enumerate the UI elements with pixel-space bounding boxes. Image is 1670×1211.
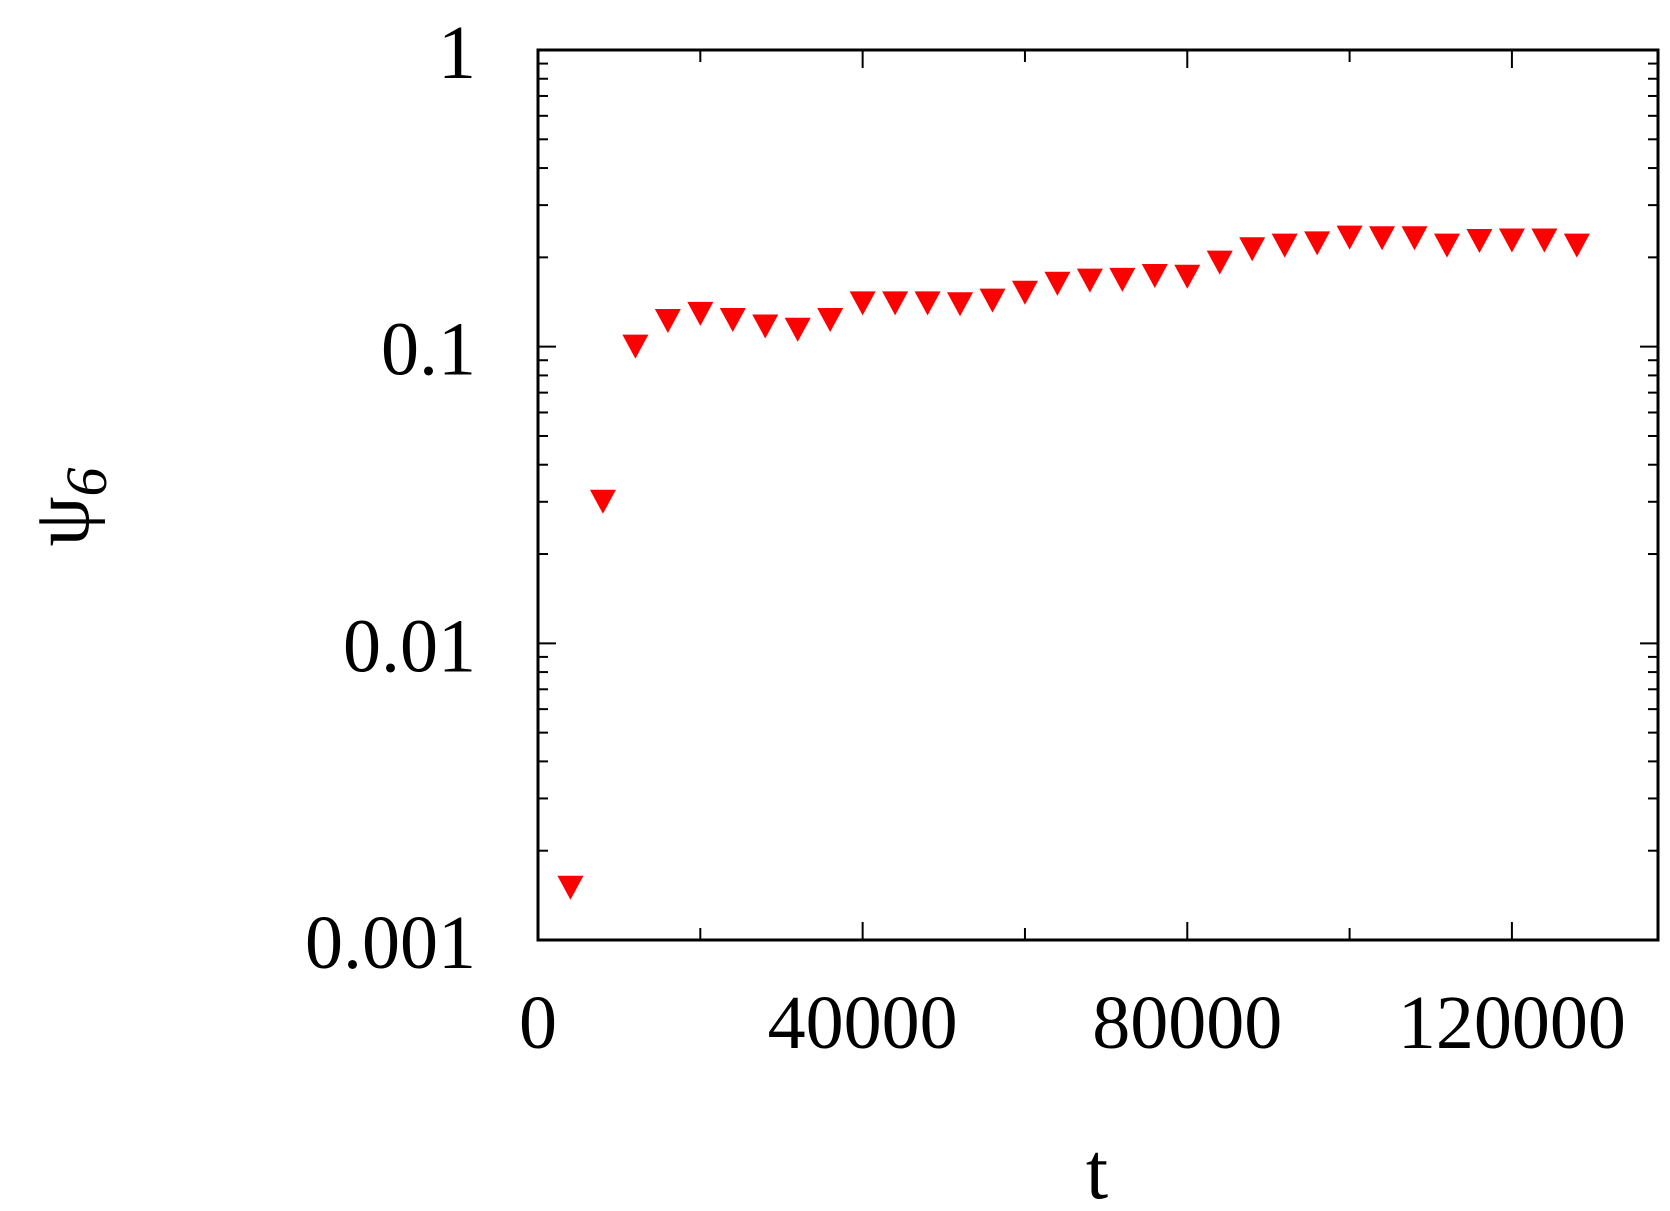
x-tick-label: 80000 [1092, 981, 1282, 1065]
svg-text:ψ6: ψ6 [18, 467, 119, 546]
data-point [1174, 264, 1201, 289]
x-tick-label: 0 [519, 981, 557, 1065]
x-tick-label: 40000 [768, 981, 958, 1065]
data-point [589, 489, 616, 514]
y-tick-label: 0.1 [381, 308, 476, 392]
data-point [947, 292, 974, 317]
data-point [914, 291, 941, 316]
y-axis-label-group: ψ6 [18, 467, 119, 546]
data-points [557, 225, 1590, 900]
y-tick-label: 0.01 [343, 604, 476, 688]
data-point [654, 309, 681, 334]
plot-frame [536, 48, 1660, 942]
data-point [1531, 228, 1558, 253]
data-point [1271, 233, 1298, 258]
data-point [1401, 226, 1428, 251]
data-point [1076, 268, 1103, 293]
data-point [882, 291, 909, 316]
data-point [557, 875, 584, 900]
data-point [817, 307, 844, 332]
data-point [1206, 250, 1233, 275]
data-point [719, 307, 746, 332]
data-point [979, 288, 1006, 313]
data-point [1433, 233, 1460, 258]
y-tick-label: 1 [438, 11, 476, 95]
data-point [1498, 228, 1525, 253]
data-point [1239, 237, 1266, 262]
data-point [784, 317, 811, 342]
axis-ticks [537, 49, 1658, 941]
data-point [1466, 229, 1493, 254]
data-point [1109, 267, 1136, 292]
data-point [1304, 231, 1331, 256]
x-tick-label: 120000 [1398, 981, 1626, 1065]
data-point [1011, 280, 1038, 305]
data-point [687, 301, 714, 326]
data-point [1141, 264, 1168, 289]
data-point [1336, 225, 1363, 250]
data-point [849, 291, 876, 316]
data-point [1563, 233, 1590, 258]
data-point [622, 334, 649, 359]
y-axis-label-subscript: 6 [54, 467, 119, 496]
y-axis-label: ψ [18, 496, 106, 546]
y-tick-label: 0.001 [305, 901, 476, 985]
tick-labels: 0 40000 80000 120000 0.001 0.01 0.1 1 [305, 11, 1626, 1065]
data-point [1369, 226, 1396, 251]
x-axis-label: t [1086, 1128, 1108, 1211]
data-point [1044, 271, 1071, 296]
data-point [752, 314, 779, 339]
